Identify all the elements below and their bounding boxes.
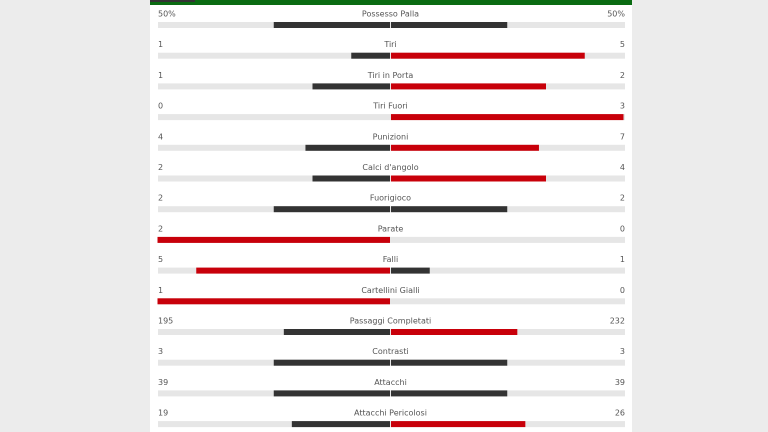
stat-label: Tiri Fuori — [372, 102, 408, 111]
home-bar — [351, 52, 390, 59]
stat-label: Attacchi — [374, 378, 407, 387]
away-value: 4 — [620, 163, 625, 172]
stat-label: Punizioni — [373, 132, 409, 141]
away-value: 26 — [615, 409, 625, 418]
home-bar — [157, 298, 390, 305]
home-bar — [291, 421, 390, 428]
home-value: 39 — [158, 378, 168, 387]
tab-indicator — [150, 0, 195, 2]
home-value: 1 — [158, 71, 163, 80]
home-value: 1 — [158, 286, 163, 295]
away-value: 39 — [615, 378, 625, 387]
away-bar — [391, 144, 539, 151]
away-value: 0 — [620, 286, 625, 295]
away-bar — [391, 421, 526, 428]
home-bar — [273, 206, 390, 213]
away-bar — [391, 329, 518, 335]
home-value: 2 — [158, 224, 163, 233]
home-value: 2 — [158, 163, 163, 172]
away-bar — [391, 114, 624, 121]
stat-label: Possesso Palla — [362, 10, 419, 19]
home-value: 0 — [158, 102, 163, 111]
home-bar — [305, 144, 390, 151]
away-bar — [391, 206, 508, 213]
header-bar — [150, 0, 632, 5]
away-value: 2 — [620, 71, 625, 80]
away-bar — [391, 22, 508, 28]
stats-list: 50% Possesso Palla 50% 1 Tiri 5 1 Tiri in Porta… — [157, 10, 625, 428]
stats-panel — [150, 0, 632, 432]
home-bar — [273, 390, 390, 397]
away-bar — [391, 52, 585, 59]
stat-label: Cartellini Gialli — [361, 286, 419, 295]
home-bar — [283, 329, 390, 335]
away-value: 232 — [610, 317, 625, 326]
home-value: 3 — [158, 347, 163, 356]
away-value: 1 — [620, 255, 625, 264]
bar-track — [158, 298, 625, 305]
home-bar — [273, 22, 390, 28]
home-value: 4 — [158, 132, 163, 141]
home-value: 19 — [158, 409, 168, 418]
stat-label: Contrasti — [372, 347, 408, 356]
away-value: 0 — [620, 224, 625, 233]
stat-label: Attacchi Pericolosi — [354, 409, 427, 418]
home-value: 5 — [158, 255, 163, 264]
away-value: 2 — [620, 194, 625, 203]
away-bar — [391, 390, 508, 397]
away-bar — [391, 267, 430, 274]
home-bar — [196, 267, 390, 274]
away-bar — [391, 175, 546, 182]
away-bar — [391, 83, 546, 90]
away-value: 50% — [607, 10, 625, 19]
stat-label: Falli — [383, 255, 398, 264]
home-bar — [312, 175, 390, 182]
stat-label: Tiri — [383, 40, 396, 49]
home-bar — [157, 236, 390, 243]
away-bar — [391, 359, 508, 366]
home-value: 195 — [158, 317, 173, 326]
home-value: 2 — [158, 194, 163, 203]
away-value: 3 — [620, 347, 625, 356]
home-bar — [312, 83, 390, 90]
stat-label: Passaggi Completati — [350, 317, 431, 326]
home-value: 50% — [158, 10, 176, 19]
stat-label: Calci d'angolo — [362, 163, 418, 172]
away-value: 3 — [620, 102, 625, 111]
home-bar — [273, 359, 390, 366]
stat-label: Tiri in Porta — [367, 71, 414, 80]
stat-label: Fuorigioco — [370, 194, 411, 203]
away-value: 7 — [620, 132, 625, 141]
home-value: 1 — [158, 40, 163, 49]
bar-track — [158, 236, 625, 243]
away-value: 5 — [620, 40, 625, 49]
stat-label: Parate — [378, 224, 404, 233]
